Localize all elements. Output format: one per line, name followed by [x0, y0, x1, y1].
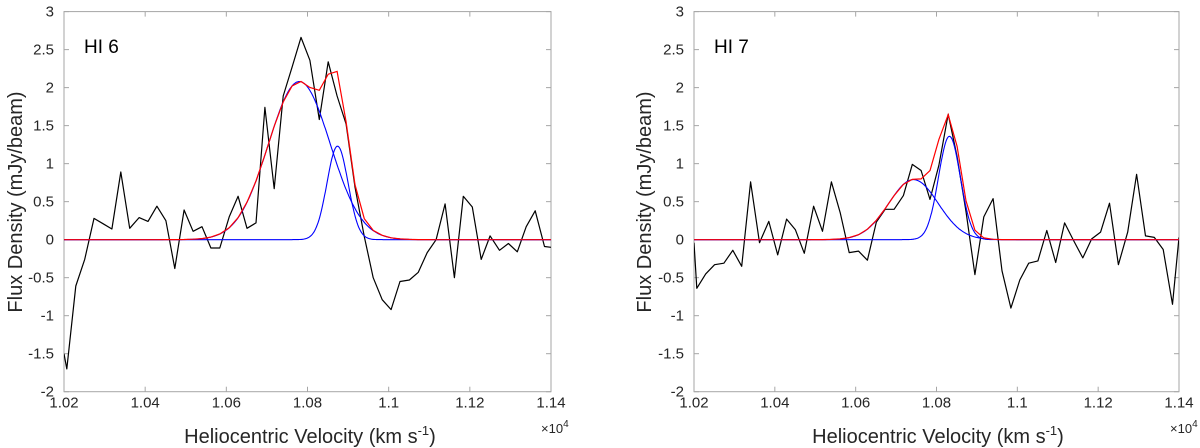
y-tick-label: 2: [46, 80, 54, 97]
y-tick-label: -1.5: [658, 346, 684, 363]
x-tick-label: 1.12: [1084, 395, 1113, 412]
y-tick-label: 2.5: [33, 42, 54, 59]
panel-label: HI 6: [84, 37, 119, 58]
x-axis-label-close: ): [429, 426, 436, 448]
x-tick-label: 1.14: [1164, 395, 1193, 412]
y-tick-label: -0.5: [28, 270, 54, 287]
axes-box: [63, 11, 552, 393]
x-axis-label-close: ): [1057, 426, 1064, 448]
y-tick-label: 2: [676, 80, 684, 97]
gaussian-component-1: [64, 80, 551, 241]
y-tick-label: -0.5: [658, 270, 684, 287]
plot-area: [64, 36, 551, 370]
x-tick-label: 1.02: [679, 395, 708, 412]
y-tick-label: 0: [46, 232, 54, 249]
y-axis-label: Flux Density (mJy/beam): [634, 91, 656, 312]
y-tick-label: 0: [676, 232, 684, 249]
x-tick-label: 1.1: [1007, 395, 1028, 412]
y-tick-label: 2.5: [663, 42, 684, 59]
y-tick-label: -2: [671, 384, 684, 401]
spectrum-line: [64, 36, 551, 370]
x-multiplier-exponent: 4: [1192, 419, 1198, 430]
y-tick-label: -1: [671, 308, 684, 325]
y-tick-label: 1: [676, 156, 684, 173]
panel-hi6: HI 6 Flux Density (mJy/beam) Heliocentri…: [5, 4, 569, 448]
x-multiplier-base: ×10: [1170, 421, 1192, 436]
x-tick-label: 1.02: [49, 395, 78, 412]
y-tick-label: -1: [41, 308, 54, 325]
y-tick-label: 1.5: [663, 118, 684, 135]
total-fit-line: [694, 112, 1179, 241]
x-axis-label-exponent: -1: [1046, 423, 1058, 438]
x-axis-label-exponent: -1: [418, 423, 430, 438]
spectrum-line: [694, 113, 1179, 309]
y-tick-label: -1.5: [28, 346, 54, 363]
plot-area: [694, 112, 1179, 309]
x-tick-label: 1.04: [760, 395, 789, 412]
x-tick-label: 1.12: [455, 395, 484, 412]
y-tick-label: 1: [46, 156, 54, 173]
y-tick-label: -2: [41, 384, 54, 401]
x-tick-label: 1.06: [841, 395, 870, 412]
panel-label: HI 7: [714, 37, 749, 58]
y-tick-label: 0.5: [33, 194, 54, 211]
x-axis-label-main: Heliocentric Velocity (km s: [184, 426, 417, 448]
gaussian-component-2: [64, 145, 551, 241]
x-axis-label-main: Heliocentric Velocity (km s: [812, 426, 1045, 448]
x-tick-label: 1.06: [212, 395, 241, 412]
x-tick-label: 1.04: [131, 395, 160, 412]
x-tick-label: 1.08: [293, 395, 322, 412]
gaussian-component-2: [694, 135, 1179, 241]
y-tick-label: 3: [676, 4, 684, 21]
x-tick-label: 1.1: [378, 395, 399, 412]
panel-hi7: HI 7 Flux Density (mJy/beam) Heliocentri…: [634, 4, 1198, 448]
x-axis-label: Heliocentric Velocity (km s-1): [812, 423, 1064, 448]
y-axis-label: Flux Density (mJy/beam): [5, 91, 27, 312]
x-tick-label: 1.08: [922, 395, 951, 412]
x-tick-label: 1.14: [536, 395, 565, 412]
x-multiplier: ×104: [541, 419, 569, 436]
y-tick-label: 1.5: [33, 118, 54, 135]
x-multiplier: ×104: [1170, 419, 1198, 436]
y-tick-label: 0.5: [663, 194, 684, 211]
x-axis-label: Heliocentric Velocity (km s-1): [184, 423, 436, 448]
total-fit-line: [64, 70, 551, 241]
x-multiplier-base: ×10: [541, 421, 563, 436]
x-multiplier-exponent: 4: [563, 419, 569, 430]
y-tick-label: 3: [46, 4, 54, 21]
